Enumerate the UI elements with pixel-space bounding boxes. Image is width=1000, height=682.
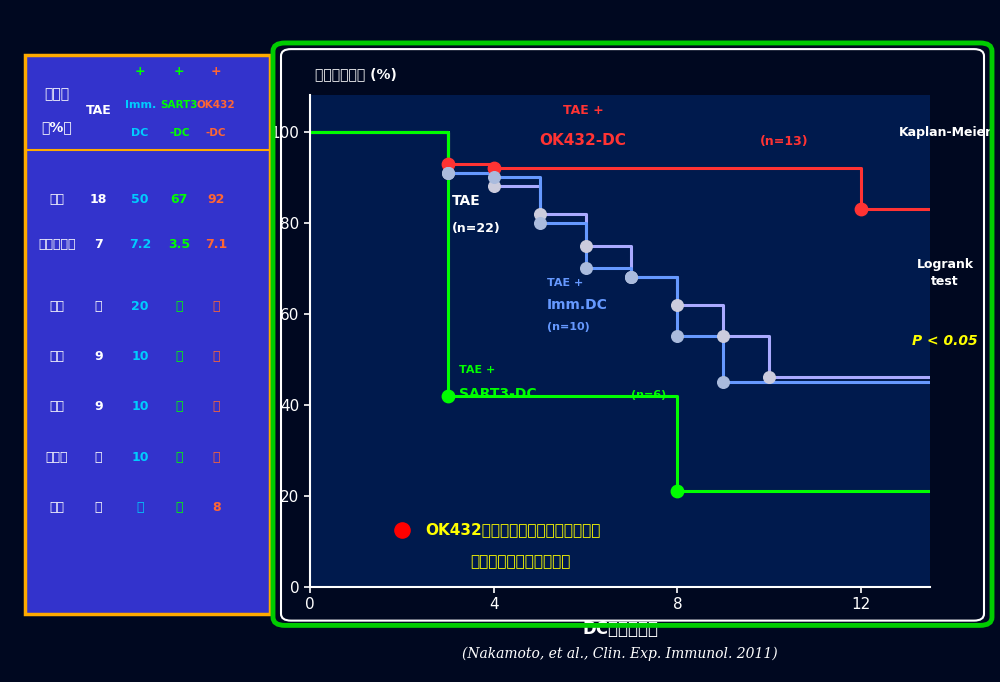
Text: (n=10): (n=10) (547, 322, 589, 331)
Text: P < 0.05: P < 0.05 (912, 334, 978, 348)
Text: ・: ・ (212, 350, 220, 363)
Text: Imm.: Imm. (125, 100, 156, 110)
Text: 50: 50 (131, 194, 149, 207)
Text: Kaplan-Meier: Kaplan-Meier (898, 126, 992, 139)
Text: 脳症: 脳症 (49, 400, 64, 413)
Text: 7.1: 7.1 (205, 238, 227, 251)
Point (486, 172, 502, 183)
Text: 20: 20 (131, 299, 149, 313)
Text: DC: DC (131, 128, 149, 138)
Text: OK432刺激樹状細胞の投与によって: OK432刺激樹状細胞の投与によって (425, 522, 600, 537)
Text: 8: 8 (212, 501, 220, 514)
Point (669, 486, 685, 496)
Text: 10: 10 (131, 350, 149, 363)
Point (440, 390, 456, 401)
Point (669, 299, 685, 310)
Text: 92: 92 (207, 194, 225, 207)
Point (440, 167, 456, 178)
Point (440, 158, 456, 169)
Text: TAE +: TAE + (563, 104, 603, 117)
Text: 腹水: 腹水 (49, 501, 64, 514)
Text: 発熱: 発熱 (49, 194, 64, 207)
Text: 筋肉痛: 筋肉痛 (46, 451, 68, 464)
Point (486, 163, 502, 174)
Text: 7.2: 7.2 (129, 238, 151, 251)
Text: (n=6): (n=6) (631, 390, 667, 400)
Text: ・: ・ (95, 451, 102, 464)
Point (440, 167, 456, 178)
Text: ・: ・ (176, 501, 183, 514)
Text: ・: ・ (176, 299, 183, 313)
Text: ・: ・ (136, 501, 144, 514)
Text: TAE: TAE (452, 194, 481, 207)
Point (532, 218, 548, 228)
Text: OK432: OK432 (197, 100, 235, 110)
Text: 3.5: 3.5 (168, 238, 190, 251)
Text: ・: ・ (176, 350, 183, 363)
Text: ・: ・ (212, 451, 220, 464)
Point (578, 263, 594, 273)
Point (669, 331, 685, 342)
Text: 10: 10 (131, 451, 149, 464)
Text: -DC: -DC (206, 128, 226, 138)
Text: ・: ・ (95, 299, 102, 313)
Point (761, 372, 777, 383)
Point (853, 204, 869, 215)
X-axis label: DC治療後月数: DC治療後月数 (582, 620, 658, 638)
Text: 持続（日）: 持続（日） (38, 238, 76, 251)
Text: 18: 18 (90, 194, 107, 207)
Point (623, 272, 639, 283)
Text: 9: 9 (94, 350, 103, 363)
Text: 嘔吐: 嘔吐 (49, 299, 64, 313)
Text: 7: 7 (94, 238, 103, 251)
FancyBboxPatch shape (25, 55, 270, 614)
Point (715, 331, 731, 342)
Text: Logrank
test: Logrank test (916, 258, 974, 288)
Text: ・: ・ (176, 451, 183, 464)
Point (532, 208, 548, 219)
Text: 腹痛: 腹痛 (49, 350, 64, 363)
Text: 67: 67 (171, 194, 188, 207)
Text: TAE: TAE (86, 104, 111, 117)
Text: 無再発生存率 (%): 無再発生存率 (%) (315, 68, 397, 81)
Point (715, 376, 731, 387)
Text: ・: ・ (212, 299, 220, 313)
Text: （%）: （%） (41, 120, 72, 134)
Text: 二次発がんが抑制された: 二次発がんが抑制された (471, 554, 571, 569)
Text: +: + (135, 65, 145, 78)
Text: ・: ・ (212, 400, 220, 413)
Point (578, 240, 594, 251)
Text: (n=22): (n=22) (452, 222, 501, 235)
Text: TAE +: TAE + (547, 278, 583, 288)
Text: SART3: SART3 (161, 100, 198, 110)
Text: 10: 10 (131, 400, 149, 413)
Point (394, 524, 410, 535)
Text: +: + (211, 65, 221, 78)
Text: 9: 9 (94, 400, 103, 413)
Text: -DC: -DC (169, 128, 190, 138)
Text: TAE +: TAE + (459, 365, 496, 375)
Text: SART3-DC: SART3-DC (459, 387, 537, 401)
Text: +: + (174, 65, 185, 78)
Text: 副作用: 副作用 (44, 87, 69, 101)
Point (486, 181, 502, 192)
Text: Imm.DC: Imm.DC (547, 298, 607, 312)
Text: (n=13): (n=13) (760, 136, 809, 149)
Text: (Nakamoto, et al., Clin. Exp. Immunol. 2011): (Nakamoto, et al., Clin. Exp. Immunol. 2… (462, 647, 778, 661)
Point (623, 272, 639, 283)
Text: ・: ・ (95, 501, 102, 514)
Text: ・: ・ (176, 400, 183, 413)
Text: OK432-DC: OK432-DC (540, 134, 627, 149)
